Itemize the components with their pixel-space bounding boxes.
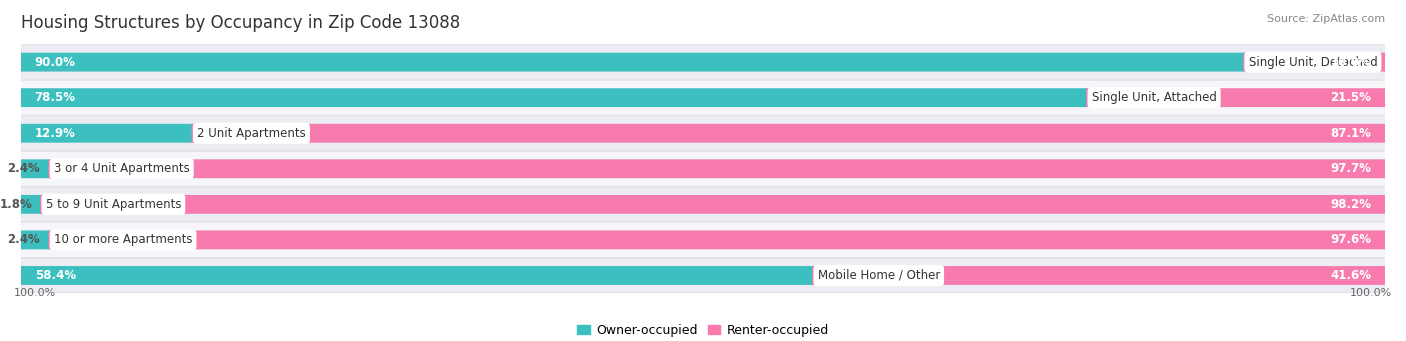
Text: 21.5%: 21.5%: [1330, 91, 1371, 104]
FancyBboxPatch shape: [191, 124, 1391, 143]
Text: 12.9%: 12.9%: [35, 127, 76, 140]
Text: 10 or more Apartments: 10 or more Apartments: [53, 234, 193, 247]
Legend: Owner-occupied, Renter-occupied: Owner-occupied, Renter-occupied: [572, 319, 834, 341]
FancyBboxPatch shape: [15, 124, 1391, 143]
FancyBboxPatch shape: [41, 195, 1391, 214]
Text: 3 or 4 Unit Apartments: 3 or 4 Unit Apartments: [53, 162, 190, 175]
Text: 10.0%: 10.0%: [1330, 56, 1371, 69]
FancyBboxPatch shape: [813, 266, 1391, 285]
FancyBboxPatch shape: [15, 195, 1391, 214]
FancyBboxPatch shape: [7, 223, 1399, 257]
Text: 2.4%: 2.4%: [7, 162, 41, 175]
FancyBboxPatch shape: [7, 45, 1399, 79]
Text: 90.0%: 90.0%: [35, 56, 76, 69]
FancyBboxPatch shape: [15, 159, 59, 178]
Text: 2.4%: 2.4%: [7, 234, 41, 247]
Text: 100.0%: 100.0%: [14, 288, 56, 298]
FancyBboxPatch shape: [7, 116, 1399, 151]
Text: Single Unit, Detached: Single Unit, Detached: [1249, 56, 1378, 69]
FancyBboxPatch shape: [15, 231, 1391, 249]
Text: 58.4%: 58.4%: [35, 269, 76, 282]
FancyBboxPatch shape: [7, 80, 1399, 115]
FancyBboxPatch shape: [7, 187, 1399, 222]
Text: 87.1%: 87.1%: [1330, 127, 1371, 140]
FancyBboxPatch shape: [15, 88, 1391, 107]
FancyBboxPatch shape: [15, 53, 1254, 72]
FancyBboxPatch shape: [1087, 88, 1391, 107]
FancyBboxPatch shape: [7, 151, 1399, 186]
FancyBboxPatch shape: [7, 258, 1399, 293]
Text: Single Unit, Attached: Single Unit, Attached: [1091, 91, 1216, 104]
FancyBboxPatch shape: [15, 266, 1391, 285]
Text: Housing Structures by Occupancy in Zip Code 13088: Housing Structures by Occupancy in Zip C…: [21, 14, 460, 32]
FancyBboxPatch shape: [15, 159, 1391, 178]
FancyBboxPatch shape: [15, 53, 1391, 72]
Text: 97.6%: 97.6%: [1330, 234, 1371, 247]
FancyBboxPatch shape: [15, 195, 51, 214]
Text: 5 to 9 Unit Apartments: 5 to 9 Unit Apartments: [45, 198, 181, 211]
Text: 97.7%: 97.7%: [1330, 162, 1371, 175]
Text: 1.8%: 1.8%: [0, 198, 32, 211]
FancyBboxPatch shape: [15, 124, 202, 143]
Text: 98.2%: 98.2%: [1330, 198, 1371, 211]
Text: 100.0%: 100.0%: [1350, 288, 1392, 298]
Text: Mobile Home / Other: Mobile Home / Other: [817, 269, 941, 282]
FancyBboxPatch shape: [1243, 53, 1391, 72]
FancyBboxPatch shape: [15, 88, 1097, 107]
Text: 2 Unit Apartments: 2 Unit Apartments: [197, 127, 305, 140]
Text: Source: ZipAtlas.com: Source: ZipAtlas.com: [1267, 14, 1385, 24]
Text: 41.6%: 41.6%: [1330, 269, 1371, 282]
FancyBboxPatch shape: [48, 159, 1392, 178]
Text: 78.5%: 78.5%: [35, 91, 76, 104]
FancyBboxPatch shape: [15, 231, 59, 249]
FancyBboxPatch shape: [15, 266, 823, 285]
FancyBboxPatch shape: [48, 231, 1391, 249]
